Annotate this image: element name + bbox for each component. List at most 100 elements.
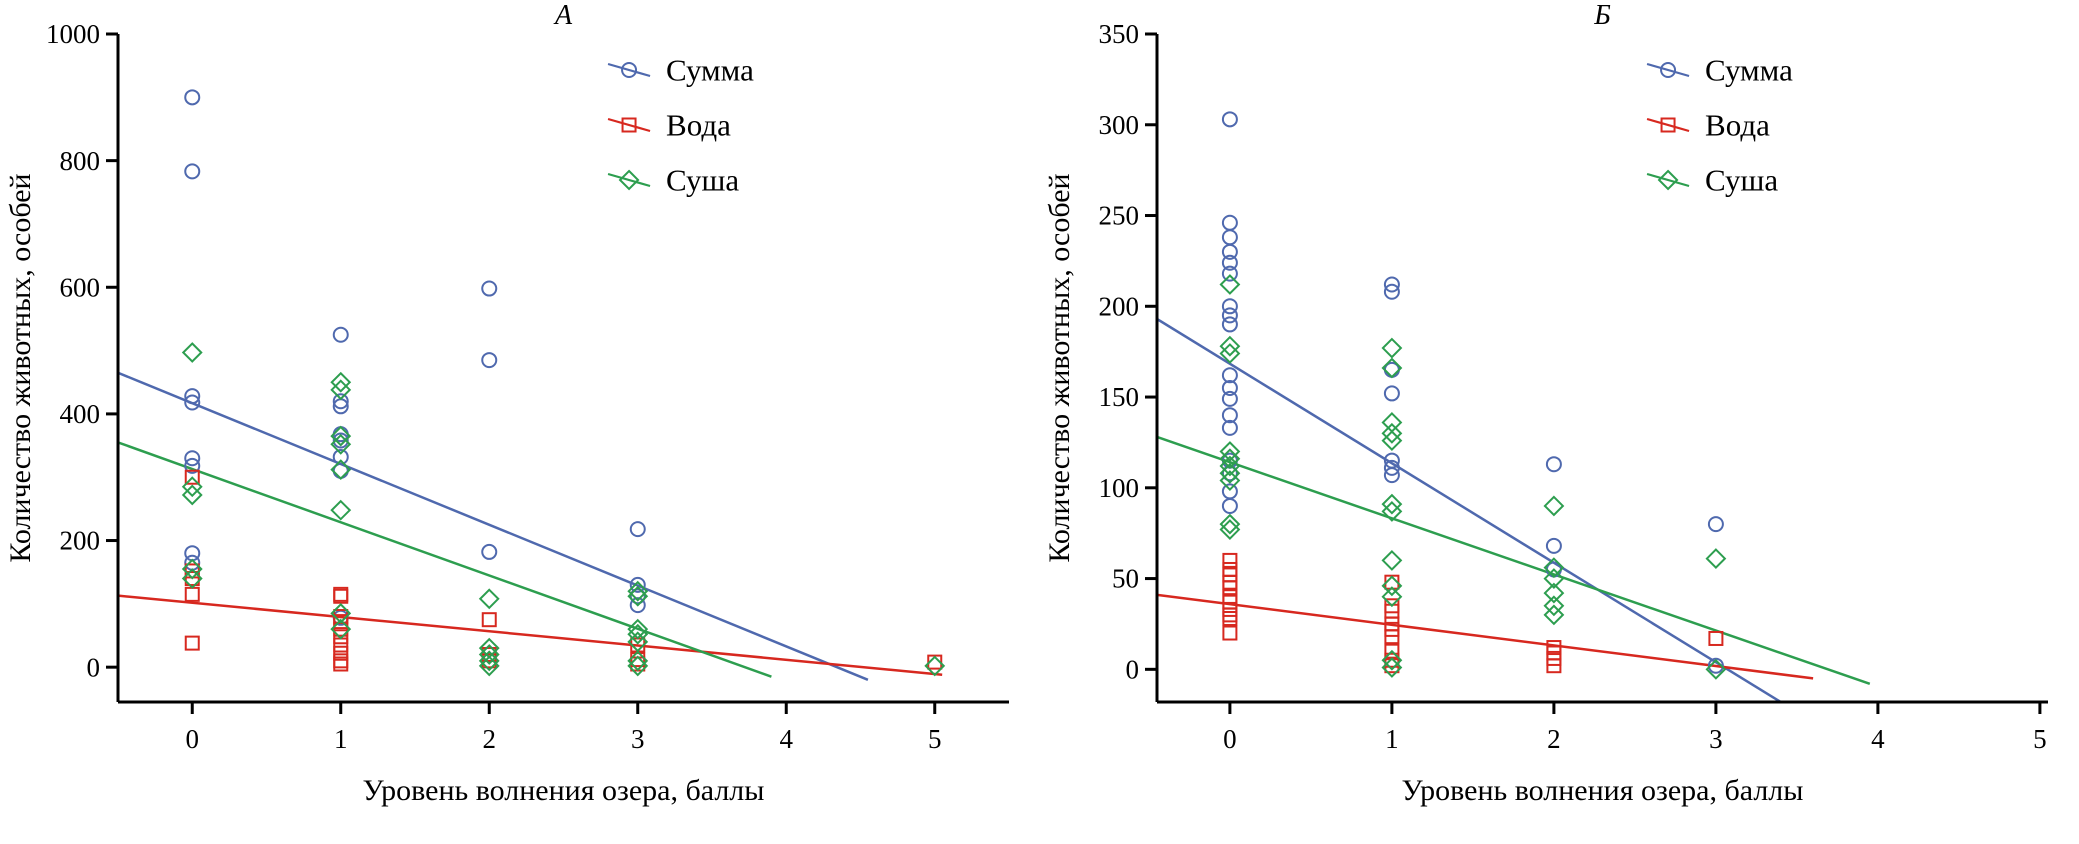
circle-marker bbox=[1383, 467, 1400, 484]
diamond-marker bbox=[627, 618, 649, 640]
diamond-marker bbox=[1543, 582, 1565, 604]
y-tick-label: 100 bbox=[1099, 473, 1140, 503]
square-marker bbox=[1222, 561, 1238, 577]
diamond-marker bbox=[478, 588, 500, 610]
square-marker bbox=[333, 588, 349, 604]
x-tick-label: 2 bbox=[1547, 724, 1561, 754]
legend-line-sample bbox=[607, 117, 651, 133]
diamond-marker bbox=[627, 585, 649, 607]
legend-line-sample bbox=[1646, 172, 1690, 188]
x-axis-title: Уровень волнения озера, баллы bbox=[363, 774, 765, 807]
square-marker bbox=[333, 645, 349, 661]
x-axis-title: Уровень волнения озера, баллы bbox=[1402, 774, 1804, 807]
circle-marker bbox=[1221, 307, 1238, 324]
series-square bbox=[1222, 552, 1724, 674]
circle-marker bbox=[184, 450, 201, 467]
square-marker bbox=[333, 637, 349, 653]
circle-marker bbox=[1221, 497, 1238, 514]
y-tick-label: 400 bbox=[60, 399, 101, 429]
square-marker bbox=[1546, 645, 1562, 661]
diamond-marker bbox=[181, 568, 203, 589]
diamond-marker bbox=[627, 655, 649, 677]
circle-marker bbox=[1221, 265, 1238, 282]
square-marker bbox=[333, 629, 349, 645]
square-marker bbox=[333, 656, 349, 672]
circle-marker bbox=[1221, 229, 1238, 246]
legend: Сумма Вода Суша bbox=[1646, 53, 1793, 198]
legend-line-sample bbox=[607, 62, 651, 78]
circle-marker-legend bbox=[1660, 62, 1677, 78]
circle-marker bbox=[184, 457, 201, 474]
circle-marker bbox=[184, 89, 201, 106]
trendline-square bbox=[118, 594, 943, 677]
diamond-marker bbox=[627, 650, 649, 672]
x-tick-label: 3 bbox=[1709, 724, 1723, 754]
x-tick-label: 1 bbox=[334, 724, 348, 754]
diamond-marker bbox=[1381, 586, 1403, 608]
diamond-marker bbox=[478, 644, 500, 665]
diamond-marker bbox=[1705, 548, 1727, 570]
circle-marker bbox=[184, 388, 201, 405]
diamond-marker bbox=[1219, 448, 1241, 470]
trendline-diamond bbox=[118, 441, 772, 678]
square-marker bbox=[1708, 630, 1724, 646]
y-tick-label: 800 bbox=[60, 146, 101, 176]
circle-marker bbox=[184, 163, 201, 180]
circle-marker bbox=[1221, 419, 1238, 436]
series-circle bbox=[184, 89, 646, 626]
diamond-marker bbox=[181, 476, 203, 498]
diamond-marker bbox=[1705, 658, 1727, 680]
y-tick-label: 350 bbox=[1099, 19, 1140, 49]
y-tick-label: 600 bbox=[60, 272, 101, 302]
legend: Сумма Вода Суша bbox=[607, 53, 754, 198]
y-tick-label: 300 bbox=[1099, 110, 1140, 140]
circle-marker bbox=[1221, 316, 1238, 333]
diamond-marker bbox=[627, 623, 649, 645]
series-circle bbox=[1221, 111, 1724, 674]
square-marker bbox=[1546, 658, 1562, 674]
x-tick-label: 4 bbox=[780, 724, 794, 754]
diamond-marker bbox=[181, 484, 203, 506]
diamond-marker bbox=[1381, 430, 1403, 452]
legend-label: Сумма bbox=[666, 53, 754, 88]
legend-line-sample bbox=[1646, 62, 1690, 78]
trendline-diamond bbox=[1157, 435, 1871, 686]
circle-marker bbox=[1383, 385, 1400, 402]
trendline-square bbox=[1157, 593, 1814, 680]
diamond-marker bbox=[1219, 513, 1241, 535]
diamond-marker-legend bbox=[618, 169, 640, 191]
diamond-marker bbox=[627, 580, 649, 602]
diamond-marker bbox=[1381, 422, 1403, 444]
square-marker bbox=[481, 612, 497, 628]
circle-marker bbox=[1221, 298, 1238, 315]
x-tick-label: 2 bbox=[483, 724, 497, 754]
diamond-marker bbox=[1381, 412, 1403, 433]
square-marker bbox=[333, 653, 349, 669]
circle-marker bbox=[1545, 537, 1562, 554]
circle-marker bbox=[1545, 456, 1562, 473]
diamond-marker bbox=[1381, 657, 1403, 678]
circle-marker bbox=[332, 432, 349, 449]
square-marker bbox=[1222, 625, 1238, 641]
diamond-marker bbox=[330, 499, 352, 521]
chart-panel-b: 0 50 100 150 200 250 300 350 0 1 2 3 4 5 Количество жи… bbox=[1039, 0, 2078, 844]
circle-marker bbox=[1221, 390, 1238, 407]
circle-marker bbox=[1383, 459, 1400, 476]
trendlines-layer bbox=[1157, 317, 1871, 702]
square-marker bbox=[333, 614, 349, 630]
trendlines-layer bbox=[118, 371, 943, 681]
circle-marker bbox=[1221, 483, 1238, 500]
diamond-marker bbox=[1219, 462, 1241, 484]
series-diamond bbox=[181, 342, 946, 677]
x-tick-label: 5 bbox=[928, 724, 942, 754]
diamond-marker bbox=[1381, 337, 1403, 359]
diamond-marker bbox=[330, 618, 352, 640]
square-marker bbox=[184, 586, 200, 602]
circle-marker bbox=[332, 326, 349, 343]
diamond-marker bbox=[1381, 493, 1403, 515]
tick-labels: 0 200 400 600 800 1000 0 1 2 3 4 5 bbox=[46, 19, 942, 754]
x-tick-label: 5 bbox=[2033, 724, 2047, 754]
series-diamond bbox=[1219, 274, 1727, 680]
circle-marker-legend bbox=[621, 62, 638, 78]
trendline-circle bbox=[1157, 317, 1782, 702]
